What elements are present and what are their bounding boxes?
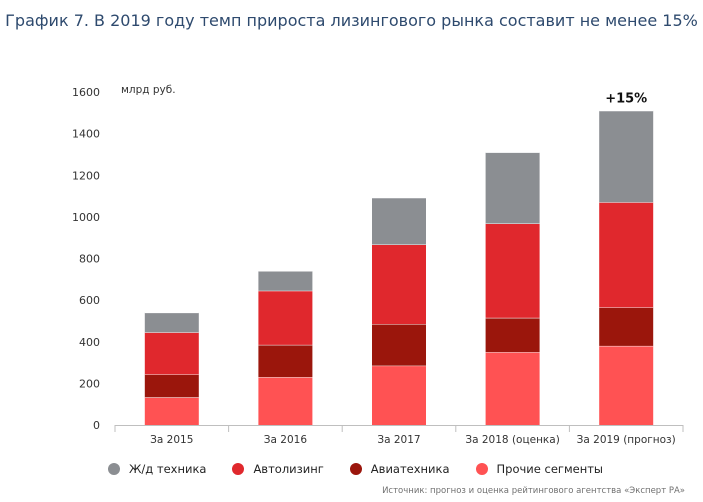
y-tick-label-7: 1400 (72, 128, 100, 141)
legend-item-avia: Авиатехника (349, 462, 450, 476)
bar-rail-2 (372, 197, 426, 245)
legend-item-other: Прочие сегменты (475, 462, 604, 476)
legend-label-avia: Авиатехника (370, 462, 450, 476)
bar-avia-1 (258, 344, 313, 378)
source-note: Источник: прогноз и оценка рейтингового … (382, 486, 685, 496)
legend-label-rail: Ж/д техника (129, 462, 207, 476)
chart-legend: Ж/д техника Автолизинг Авиатехника Прочи… (108, 462, 629, 476)
legend-marker-avia (349, 463, 362, 475)
y-tick-label-6: 1200 (72, 169, 100, 182)
bar-avia-2 (372, 324, 426, 366)
x-tick-label-1: За 2016 (264, 434, 308, 446)
y-axis-unit-label: млрд руб. (121, 84, 176, 96)
x-tick-label-2: За 2017 (377, 434, 420, 446)
legend-label-auto: Автолизинг (253, 462, 324, 476)
bar-rail-0 (144, 312, 199, 333)
y-tick-label-1: 200 (79, 377, 100, 390)
bar-avia-4 (599, 307, 654, 346)
chart-title: График 7. В 2019 году темп прироста лизи… (5, 11, 698, 30)
y-tick-label-0: 0 (93, 419, 100, 432)
bar-avia-3 (485, 317, 540, 353)
bar-auto-4 (599, 202, 654, 308)
x-tick-label-0: За 2015 (150, 434, 193, 446)
x-tick-label-4: За 2019 (прогноз) (577, 434, 676, 446)
y-tick-label-5: 1000 (72, 211, 100, 224)
legend-marker-rail (108, 463, 120, 475)
growth-annotation: +15% (605, 92, 647, 107)
bar-rail-1 (258, 270, 313, 291)
y-tick-label-2: 400 (79, 336, 100, 349)
legend-item-auto: Автолизинг (232, 462, 324, 476)
bar-other-4 (599, 345, 654, 425)
legend-item-rail: Ж/д техника (108, 462, 206, 476)
bar-other-1 (258, 377, 313, 425)
legend-label-other: Прочие сегменты (496, 462, 604, 476)
legend-marker-other (475, 463, 488, 475)
bar-rail-3 (485, 152, 540, 224)
bar-other-3 (485, 352, 540, 425)
bar-auto-2 (372, 244, 426, 325)
bar-rail-4 (599, 110, 654, 203)
bar-other-2 (372, 365, 426, 425)
bar-avia-0 (144, 374, 199, 398)
y-tick-label-3: 600 (79, 294, 100, 307)
y-tick-label-4: 800 (79, 253, 100, 266)
x-tick-label-3: За 2018 (оценка) (465, 434, 559, 446)
bar-auto-0 (144, 332, 199, 375)
bar-auto-1 (258, 290, 313, 345)
y-tick-label-8: 1600 (72, 86, 100, 99)
bar-auto-3 (485, 223, 540, 318)
bar-other-0 (144, 397, 199, 425)
legend-marker-auto (232, 463, 245, 475)
